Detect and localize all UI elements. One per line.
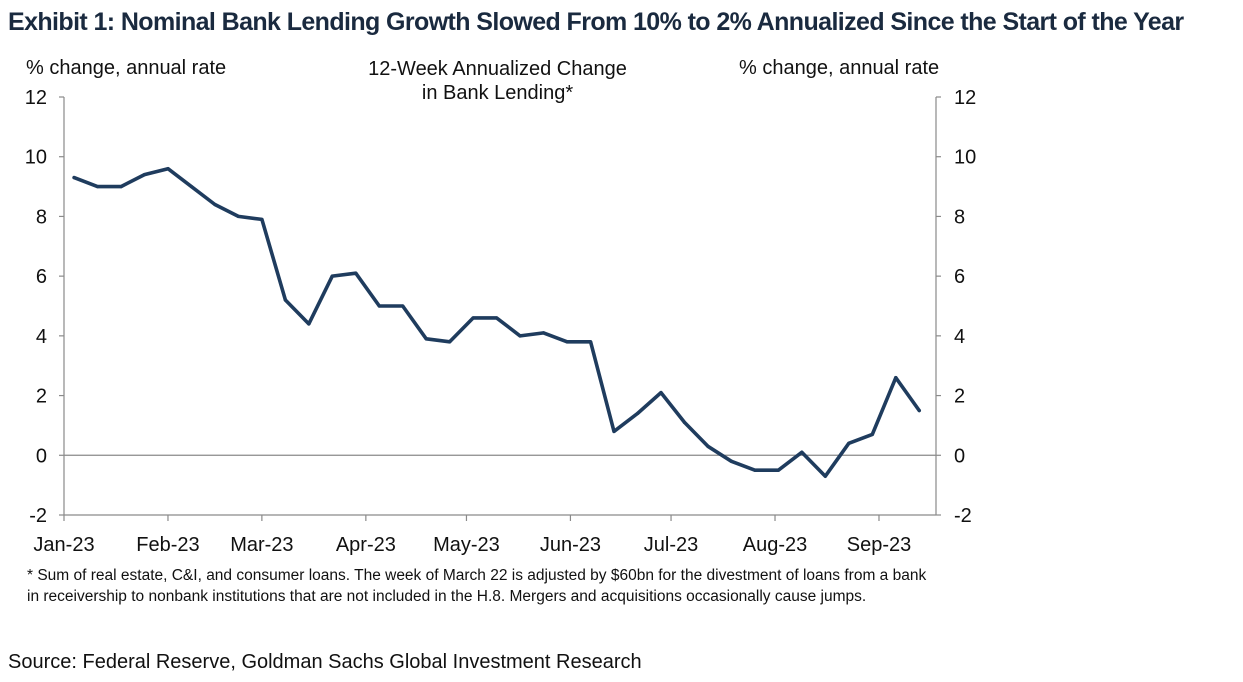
data-point (377, 304, 381, 308)
data-point (213, 202, 217, 207)
data-point (588, 340, 593, 344)
left-y-tick-label: 10 (25, 147, 47, 169)
data-point (283, 298, 287, 302)
x-tick-label: Feb-23 (136, 534, 199, 556)
data-point (401, 304, 405, 308)
data-point (471, 316, 475, 320)
data-point (542, 331, 546, 335)
series-line-bank-lending (72, 166, 922, 479)
x-tick-label: Aug-23 (743, 534, 808, 556)
data-point (753, 468, 757, 472)
right-axis-unit-label: % change, annual rate (739, 57, 940, 79)
data-point (330, 274, 334, 278)
source-note: Source: Federal Reserve, Goldman Sachs G… (8, 651, 642, 673)
x-tick-label: Mar-23 (230, 534, 293, 556)
data-point (776, 468, 780, 472)
data-point (847, 441, 851, 445)
chart-title-line-1: 12-Week Annualized Change (368, 58, 627, 80)
data-point (72, 176, 76, 180)
data-point (870, 432, 874, 436)
data-point (659, 390, 663, 395)
x-tick-label: Jan-23 (33, 534, 94, 556)
right-y-tick-label: 2 (954, 386, 965, 408)
left-y-tick-label: 6 (36, 266, 47, 288)
data-point (307, 322, 311, 326)
x-tick-label: Jul-23 (644, 534, 698, 556)
data-point (682, 420, 687, 425)
data-point (189, 184, 194, 189)
data-point (448, 340, 452, 344)
x-tick-label: Sep-23 (847, 534, 912, 556)
data-point (612, 429, 616, 433)
left-y-tick-label: 0 (36, 445, 47, 467)
right-y-tick-label: 8 (954, 206, 965, 228)
left-y-tick-label: 8 (36, 206, 47, 228)
data-point (260, 217, 264, 222)
right-y-tick-label: 12 (954, 87, 976, 109)
data-point (894, 376, 898, 380)
data-point (635, 411, 640, 416)
data-point (236, 214, 240, 219)
data-point (166, 167, 170, 171)
left-y-tick-label: 12 (25, 87, 47, 109)
data-point (354, 271, 358, 275)
right-y-tick-label: 10 (954, 147, 976, 169)
right-y-tick-label: -2 (954, 505, 972, 527)
data-point (800, 450, 804, 454)
data-point (518, 334, 522, 338)
chart-footnote: * Sum of real estate, C&I, and consumer … (27, 567, 927, 605)
exhibit-title: Exhibit 1: Nominal Bank Lending Growth S… (8, 8, 1184, 36)
data-point (729, 459, 734, 463)
left-y-tick-label: 2 (36, 386, 47, 408)
data-point (142, 173, 147, 177)
data-point (495, 316, 499, 320)
x-tick-label: May-23 (433, 534, 500, 556)
data-point (706, 444, 710, 448)
x-tick-label: Jun-23 (540, 534, 601, 556)
data-point (424, 337, 428, 341)
left-axis-unit-label: % change, annual rate (26, 57, 227, 79)
right-y-tick-label: 6 (954, 266, 965, 288)
data-point (917, 408, 921, 413)
left-y-tick-label: -2 (29, 505, 47, 527)
x-tick-label: Apr-23 (336, 534, 396, 556)
right-y-tick-label: 0 (954, 445, 965, 467)
data-point (95, 184, 100, 189)
data-point (823, 474, 827, 478)
left-y-tick-label: 4 (36, 326, 47, 348)
data-point (119, 184, 123, 189)
chart-title-line-2: in Bank Lending* (421, 82, 574, 104)
right-y-tick-label: 4 (954, 326, 965, 348)
chart-title: 12-Week Annualized Change in Bank Lendin… (300, 57, 695, 105)
data-point (565, 340, 569, 344)
